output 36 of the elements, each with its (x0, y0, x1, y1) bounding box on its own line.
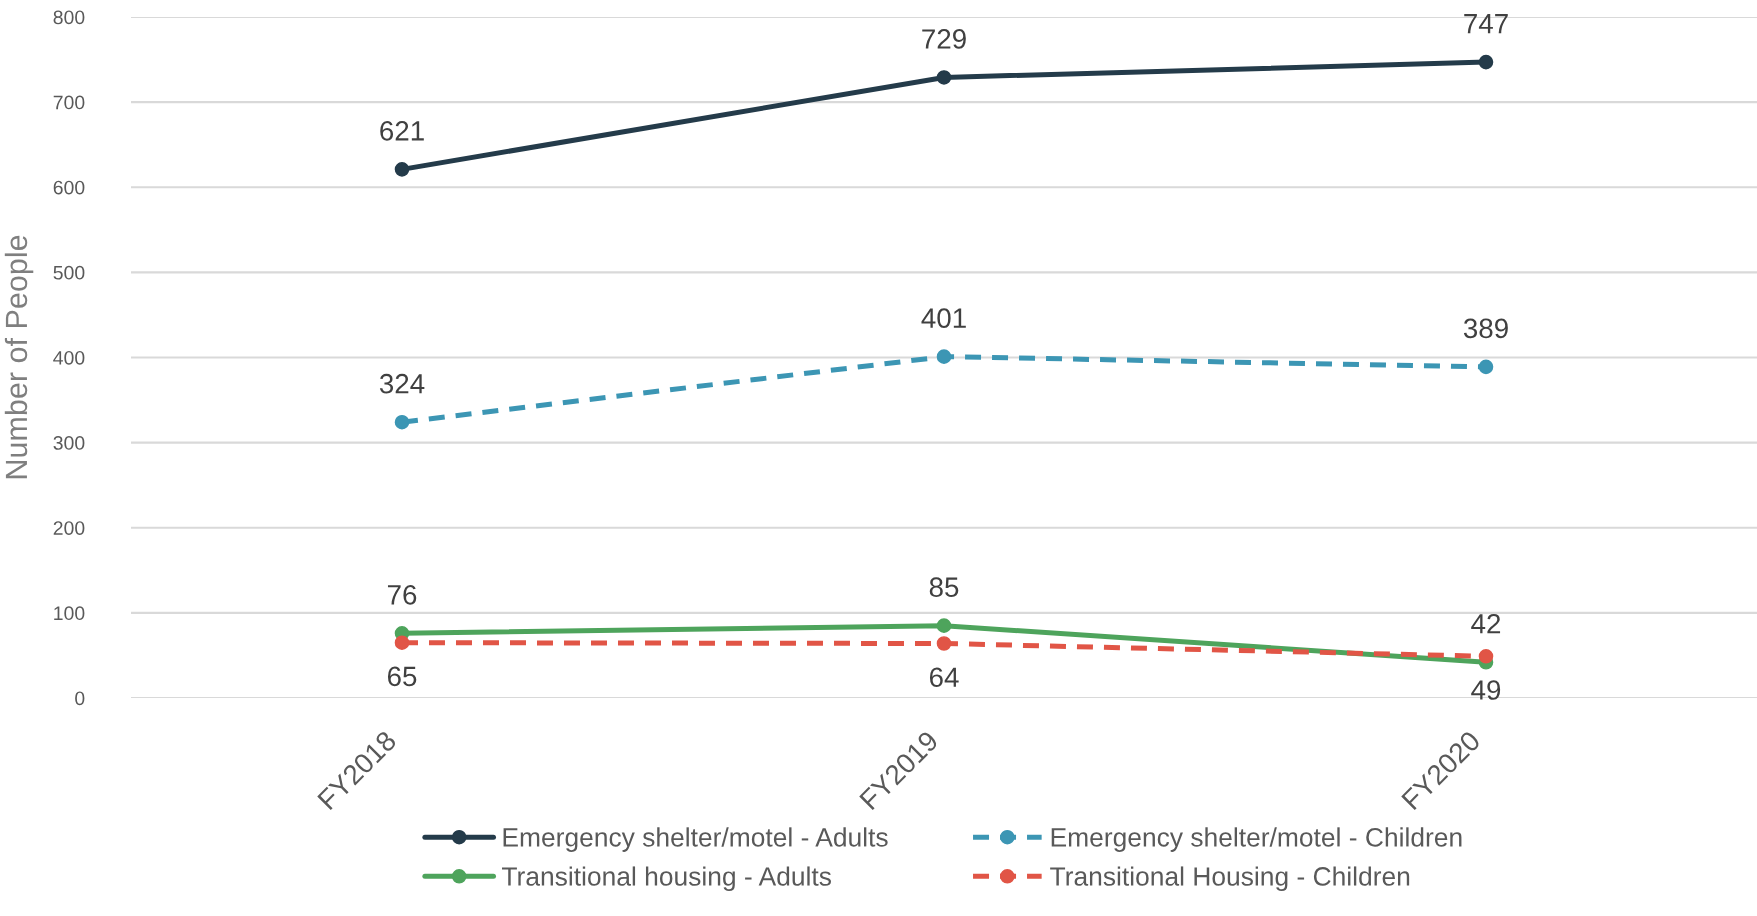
point (936, 349, 952, 364)
y-tick-label: 800 (53, 10, 85, 25)
data-label: 64 (929, 667, 959, 688)
point (936, 70, 952, 85)
data-label: 49 (1471, 680, 1501, 700)
legend-label: Transitional housing - Adults (502, 866, 831, 892)
y-tick-label: 600 (53, 180, 85, 195)
data-label: 401 (921, 308, 966, 328)
point (394, 414, 410, 430)
data-label: 65 (387, 666, 417, 687)
data-label: 42 (1471, 613, 1501, 634)
data-label: 621 (380, 121, 424, 141)
y-tick-label: 100 (54, 606, 85, 621)
y-tick-label: 500 (53, 265, 85, 280)
data-label: 389 (1463, 318, 1508, 339)
y-tick-label: 0 (75, 691, 85, 706)
point (936, 618, 952, 633)
legend-label: Transitional Housing - Children (1050, 866, 1410, 892)
point (1478, 359, 1494, 375)
y-tick-label: 300 (53, 436, 85, 450)
y-tick-label: 200 (53, 521, 85, 535)
point (394, 635, 410, 650)
legend-label: Emergency shelter/motel - Adults (503, 827, 888, 852)
y-axis-title: Number of People (4, 235, 34, 479)
point (936, 636, 952, 651)
y-tick-label: 700 (53, 95, 85, 110)
point (1478, 54, 1494, 70)
data-label: 324 (379, 373, 425, 394)
data-label: 85 (929, 577, 959, 597)
point (1478, 648, 1494, 664)
point (394, 162, 410, 177)
legend-label: Emergency shelter/motel - Children (1051, 827, 1462, 852)
data-label: 747 (1464, 14, 1508, 34)
data-label: 729 (922, 29, 966, 49)
y-tick-label: 400 (53, 350, 85, 365)
data-label: 76 (387, 584, 417, 605)
